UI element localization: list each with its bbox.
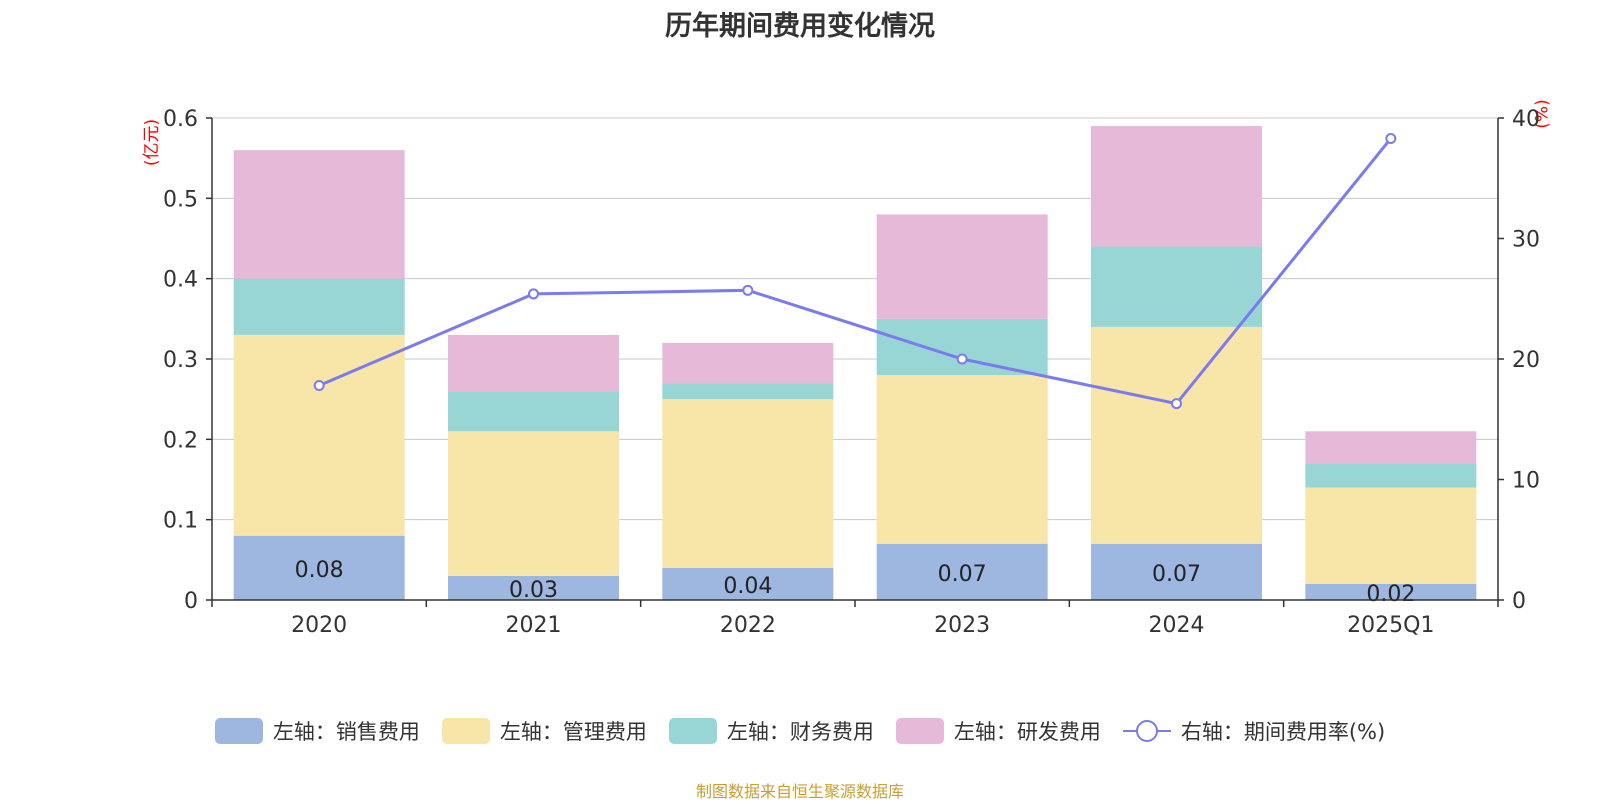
x-axis-tick-label: 2020 [291, 613, 347, 638]
legend-item[interactable]: 右轴：期间费用率(%) [1122, 716, 1386, 746]
x-axis-tick-label: 2025Q1 [1347, 613, 1434, 638]
bar-sales-2022 [662, 567, 834, 600]
bar-rd-2022 [662, 342, 834, 384]
source-footer: 制图数据来自恒生聚源数据库 [695, 782, 904, 801]
data-label-sales-2024: 0.07 [1152, 562, 1201, 587]
bar-sales-2020 [233, 535, 405, 600]
bar-admin-2020 [233, 334, 405, 536]
x-axis-tick-label: 2022 [720, 613, 776, 638]
rate-line [318, 137, 1392, 406]
data-label-sales-2021: 0.03 [509, 578, 558, 603]
left-axis-tick-label: 0 [184, 589, 198, 614]
legend-label: 右轴：期间费用率(%) [1180, 720, 1386, 744]
bar-rd-2024 [1091, 126, 1262, 247]
legend-item[interactable]: 左轴：管理费用 [441, 716, 647, 746]
left-axis-tick-label: 0.2 [163, 428, 198, 453]
legend-swatch [441, 718, 490, 744]
bar-finance-2023 [876, 318, 1048, 376]
x-axis-tick-label: 2023 [934, 613, 990, 638]
chart-title: 历年期间费用变化情况 [665, 11, 935, 42]
legend-item[interactable]: 左轴：销售费用 [214, 716, 420, 746]
rate-point-2024 [1171, 398, 1182, 410]
bar-admin-2022 [662, 399, 834, 568]
data-label-sales-2020: 0.08 [295, 558, 344, 583]
bar-admin-2025Q1 [1305, 487, 1477, 584]
x-axis-tick-label: 2021 [506, 613, 562, 638]
chart-canvas: 0 0.1 0.2 0.3 0.4 0.5 0.6 0 10 20 30 40 0.08 0.03 0.04… [163, 107, 1540, 638]
bar-admin-2021 [448, 431, 619, 576]
x-axis-tick-label: 2024 [1149, 613, 1205, 638]
legend-label: 左轴：销售费用 [272, 720, 420, 744]
legend-label: 左轴：财务费用 [726, 720, 874, 744]
legend-label: 左轴：研发费用 [953, 720, 1101, 744]
chart-legend: 左轴：销售费用 左轴：管理费用 左轴：财务费用 左轴：研发费用 右轴：期间费用率(%) [0, 716, 1600, 746]
bar-rd-2025Q1 [1305, 431, 1477, 464]
legend-item[interactable]: 左轴：财务费用 [668, 716, 874, 746]
bar-rd-2021 [448, 334, 619, 392]
bar-rd-2020 [233, 150, 405, 279]
rate-point-2020 [313, 380, 325, 392]
left-axis-tick-label: 0.1 [163, 509, 198, 534]
data-label-sales-2023: 0.07 [938, 562, 987, 587]
bar-sales-2021 [448, 575, 619, 600]
rate-point-2025Q1 [1385, 132, 1397, 144]
bar-sales-2023 [876, 543, 1048, 600]
legend-swatch [895, 718, 944, 744]
legend-swatch [214, 718, 263, 744]
legend-line-swatch [1122, 720, 1171, 742]
left-axis-tick-label: 0.6 [163, 107, 198, 132]
bar-admin-2024 [1091, 326, 1262, 544]
left-axis-tick-label: 0.5 [163, 187, 198, 212]
bar-rd-2023 [876, 214, 1048, 319]
rate-point-2023 [956, 353, 968, 365]
bar-finance-2025Q1 [1305, 463, 1477, 488]
legend-swatch [668, 718, 717, 744]
data-label-sales-2022: 0.04 [723, 574, 772, 599]
right-axis-tick-label: 30 [1512, 228, 1540, 253]
bar-sales-2024 [1091, 543, 1262, 600]
data-label-sales-2025Q1: 0.02 [1366, 582, 1415, 607]
bar-sales-2025Q1 [1305, 583, 1477, 600]
left-axis-tick-label: 0.3 [163, 348, 198, 373]
right-axis-tick-label: 0 [1512, 589, 1526, 614]
bar-finance-2021 [448, 391, 619, 432]
bar-finance-2022 [662, 383, 834, 400]
legend-item[interactable]: 左轴：研发费用 [895, 716, 1101, 746]
rate-point-2021 [528, 288, 539, 300]
bar-finance-2020 [233, 278, 405, 335]
right-axis-tick-label: 20 [1512, 348, 1540, 373]
legend-label: 左轴：管理费用 [499, 720, 647, 744]
bar-admin-2023 [876, 375, 1048, 544]
left-axis-tick-label: 0.4 [163, 268, 198, 293]
right-axis-tick-label: 40 [1512, 107, 1540, 132]
rate-point-2022 [742, 284, 754, 296]
right-axis-tick-label: 10 [1512, 469, 1540, 494]
bar-finance-2024 [1091, 246, 1262, 327]
